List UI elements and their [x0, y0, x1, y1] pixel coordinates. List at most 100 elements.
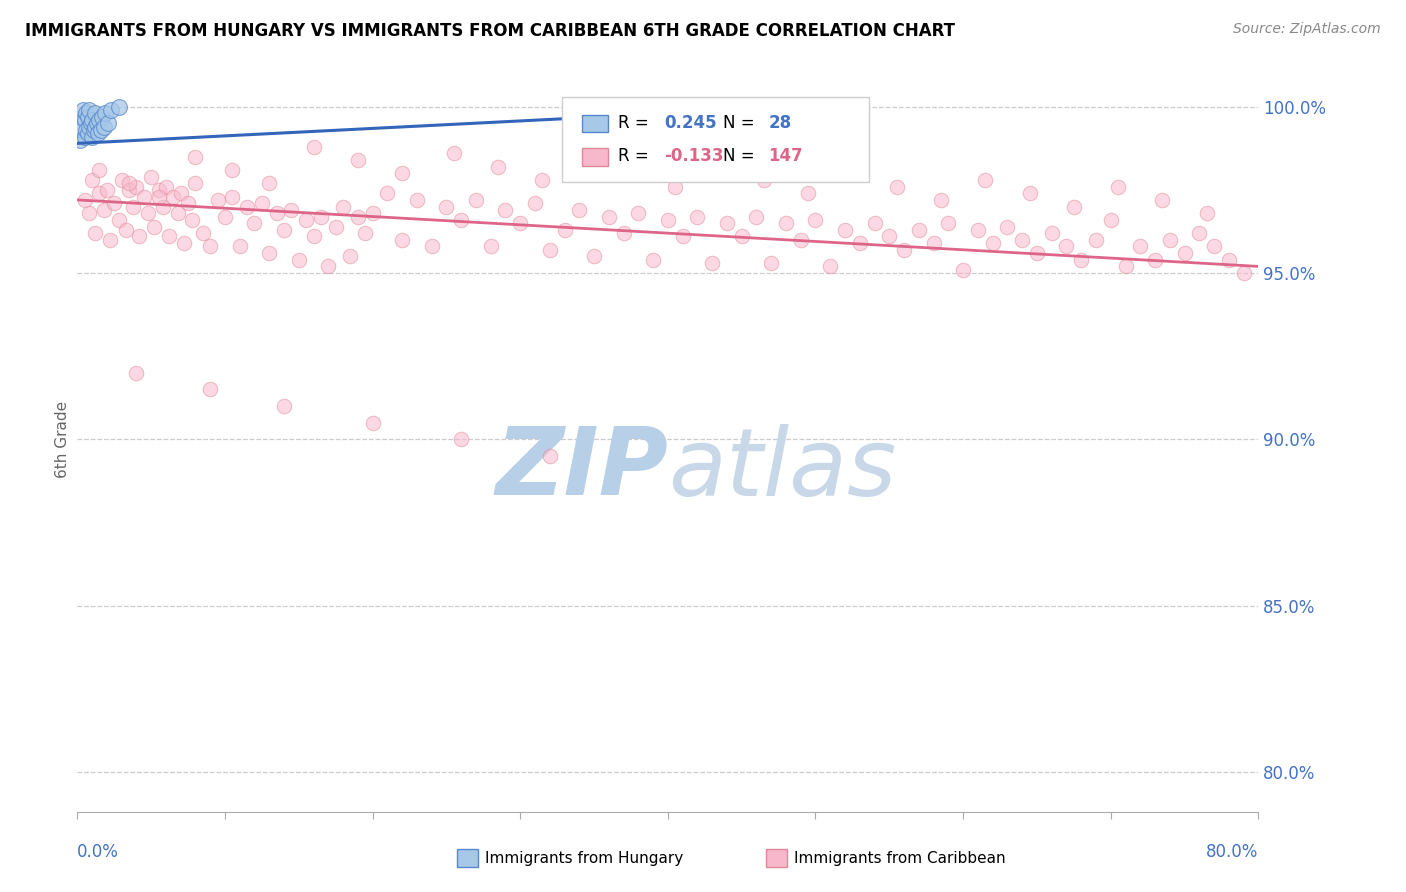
Point	[200, 239, 222, 253]
Bar	[582, 114, 607, 132]
Point	[863, 216, 886, 230]
Point	[273, 223, 295, 237]
Point	[346, 153, 368, 167]
Point	[72, 103, 94, 117]
Point	[981, 236, 1004, 251]
Point	[122, 200, 145, 214]
Text: Immigrants from Hungary: Immigrants from Hungary	[485, 851, 683, 865]
Point	[148, 183, 170, 197]
Point	[111, 173, 132, 187]
Point	[1195, 206, 1218, 220]
Point	[464, 193, 488, 207]
Point	[361, 206, 384, 220]
Point	[103, 196, 125, 211]
Point	[87, 127, 110, 141]
Text: 28: 28	[768, 114, 792, 132]
Point	[709, 160, 731, 174]
Point	[1159, 233, 1181, 247]
Point	[1099, 212, 1122, 227]
FancyBboxPatch shape	[561, 96, 869, 182]
Bar	[582, 148, 607, 166]
Point	[443, 146, 465, 161]
Point	[1085, 233, 1108, 247]
Point	[997, 219, 1019, 234]
Point	[325, 219, 347, 234]
Point	[509, 216, 531, 230]
Point	[250, 196, 273, 211]
Point	[613, 226, 636, 240]
Point	[181, 212, 204, 227]
Point	[761, 256, 783, 270]
Text: R =: R =	[619, 147, 654, 165]
Point	[82, 113, 104, 128]
Text: -0.133: -0.133	[664, 147, 724, 165]
Point	[583, 249, 606, 263]
Point	[115, 223, 138, 237]
Point	[450, 212, 472, 227]
Point	[354, 226, 377, 240]
Point	[554, 223, 576, 237]
Point	[173, 236, 195, 251]
Point	[797, 186, 820, 201]
Point	[1204, 239, 1226, 253]
Point	[207, 193, 229, 207]
Point	[128, 229, 150, 244]
Point	[184, 176, 207, 190]
Point	[406, 193, 429, 207]
Point	[155, 179, 177, 194]
Point	[790, 233, 813, 247]
Point	[346, 210, 368, 224]
Point	[75, 123, 97, 137]
Point	[100, 103, 122, 117]
Point	[228, 239, 252, 253]
Point	[73, 193, 96, 207]
Point	[486, 160, 509, 174]
Point	[1018, 186, 1040, 201]
Point	[627, 206, 650, 220]
Point	[377, 186, 399, 201]
Point	[89, 186, 111, 201]
Point	[908, 223, 931, 237]
Point	[259, 246, 281, 260]
Point	[157, 229, 180, 244]
Point	[77, 103, 100, 117]
Point	[318, 260, 340, 274]
Point	[775, 216, 797, 230]
Point	[73, 129, 96, 144]
Point	[657, 212, 679, 227]
Point	[886, 179, 908, 194]
Point	[302, 229, 325, 244]
Point	[420, 239, 443, 253]
Point	[141, 169, 163, 184]
Point	[1114, 260, 1136, 274]
Text: atlas: atlas	[668, 424, 896, 515]
Point	[538, 243, 561, 257]
Point	[89, 163, 111, 178]
Point	[259, 176, 281, 190]
Point	[77, 206, 100, 220]
Point	[952, 262, 974, 277]
Point	[236, 200, 259, 214]
Point	[152, 200, 174, 214]
Point	[1152, 193, 1174, 207]
Point	[214, 210, 236, 224]
Point	[339, 249, 361, 263]
Point	[745, 210, 768, 224]
Point	[273, 399, 295, 413]
Point	[929, 193, 952, 207]
Point	[1070, 252, 1092, 267]
Point	[200, 383, 222, 397]
Point	[170, 186, 193, 201]
Point	[94, 106, 117, 120]
Point	[148, 189, 170, 203]
Point	[716, 216, 738, 230]
Point	[643, 252, 665, 267]
Point	[568, 202, 591, 217]
Point	[86, 116, 108, 130]
Point	[879, 229, 901, 244]
Point	[820, 260, 842, 274]
Point	[524, 196, 547, 211]
Point	[191, 226, 214, 240]
Point	[76, 127, 98, 141]
Point	[177, 196, 200, 211]
